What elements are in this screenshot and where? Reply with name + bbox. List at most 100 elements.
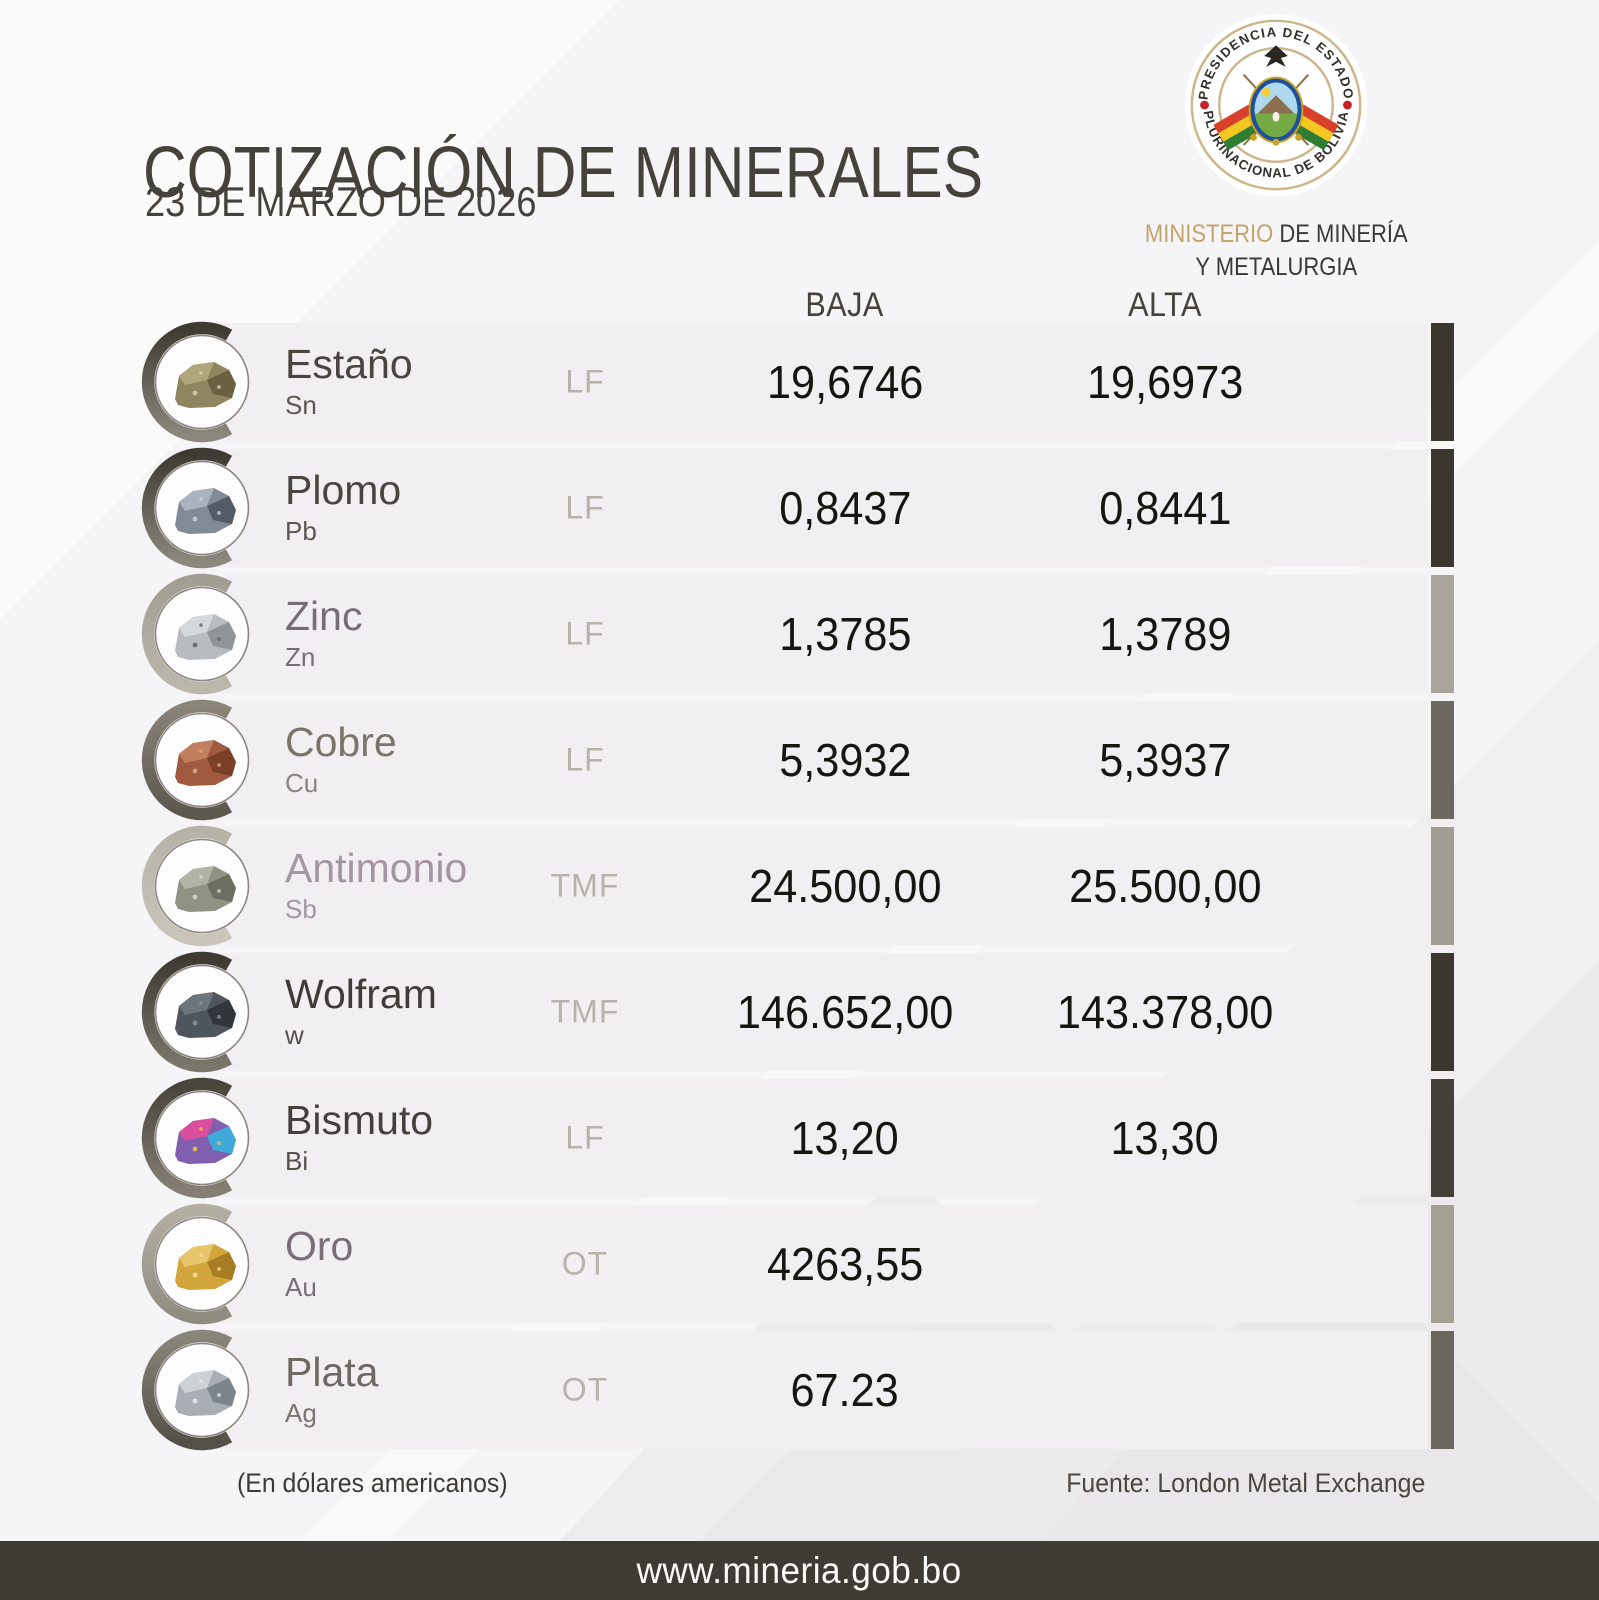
row-background <box>208 449 1428 567</box>
mineral-name: Plomo <box>285 466 402 513</box>
mineral-row: Zinc Zn LF 1,3785 1,3789 <box>141 573 1454 695</box>
badge-ring-arc <box>141 1329 233 1451</box>
row-background <box>208 1205 1428 1323</box>
low-value: 67.23 <box>790 1364 900 1416</box>
badge-ring-arc <box>141 1203 233 1325</box>
row-accent-bar <box>1431 575 1454 693</box>
row-accent-bar <box>1431 953 1454 1071</box>
bolivia-coat-of-arms <box>1213 45 1339 151</box>
row-background <box>208 701 1428 819</box>
row-background <box>208 1079 1428 1197</box>
unit-label: LF <box>565 615 605 652</box>
mineral-badge <box>141 573 250 695</box>
mineral-name: Antimonio <box>285 844 468 891</box>
row-accent-bar <box>1431 1079 1454 1197</box>
mineral-row: Estaño Sn LF 19,6746 19,6973 <box>141 321 1454 443</box>
mineral-symbol: Zn <box>285 642 316 673</box>
ministry-name: MINISTERIO DE MINERÍA Y METALURGIA <box>1126 218 1426 283</box>
mineral-rock-illustration <box>175 1118 236 1164</box>
badge-ring-arc <box>141 699 233 821</box>
mineral-symbol: w <box>285 1020 304 1051</box>
unit-label: TMF <box>550 867 620 904</box>
mineral-row: Oro Au OT 4263,55 <box>141 1203 1454 1325</box>
mineral-badge <box>141 1203 250 1325</box>
row-background <box>208 827 1428 945</box>
mineral-row: Antimonio Sb TMF 24.500,00 25.500,00 <box>141 825 1454 947</box>
mineral-name-block: Plata Ag <box>285 1348 379 1429</box>
mineral-name: Cobre <box>285 718 397 765</box>
low-value: 24.500,00 <box>748 860 942 912</box>
mineral-badge <box>141 321 250 443</box>
badge-ring-arc <box>141 447 233 569</box>
badge-ring-arc <box>141 573 233 695</box>
mineral-rock-illustration <box>175 992 236 1038</box>
mineral-name-block: Wolfram w <box>285 972 437 1051</box>
badge-ring-arc <box>141 1077 233 1199</box>
row-background <box>208 323 1428 441</box>
low-value: 5,3932 <box>778 734 912 786</box>
unit-label: OT <box>561 1371 609 1408</box>
badge-ring-arc <box>141 825 233 947</box>
mineral-name: Zinc <box>285 592 363 639</box>
low-value: 1,3785 <box>778 608 912 660</box>
report-date: 23 DE MARZO DE 2026 <box>145 178 537 225</box>
mineral-table: Estaño Sn LF 19,6746 19,6973 Plomo Pb LF… <box>141 321 1454 1457</box>
unit-label: OT <box>561 1245 609 1282</box>
unit-label: LF <box>565 363 605 400</box>
currency-note: (En dólares americanos) <box>237 1468 508 1498</box>
row-accent-bar <box>1431 1331 1454 1449</box>
website-url: www.mineria.gob.bo <box>636 1549 963 1591</box>
high-value: 0,8441 <box>1098 482 1232 534</box>
mineral-rock-illustration <box>175 866 236 912</box>
mineral-symbol: Au <box>285 1272 317 1303</box>
mineral-rock-illustration <box>175 1244 236 1290</box>
unit-label: TMF <box>550 993 620 1030</box>
low-value: 13,20 <box>790 1112 900 1164</box>
high-value: 5,3937 <box>1098 734 1232 786</box>
high-value <box>995 1237 1335 1291</box>
ministry-name-rest: DE MINERÍA <box>1272 220 1408 248</box>
mineral-symbol: Cu <box>285 768 319 799</box>
row-accent-bar <box>1431 827 1454 945</box>
mineral-row: Wolfram w TMF 146.652,00 143.378,00 <box>141 951 1454 1073</box>
low-value: 4263,55 <box>766 1238 924 1290</box>
bolivia-state-seal: PRESIDENCIA DEL ESTADO PLURINACIONAL DE … <box>1184 13 1368 197</box>
mineral-badge <box>141 825 250 947</box>
mineral-badge <box>141 951 250 1073</box>
mineral-symbol: Sn <box>285 390 317 421</box>
mineral-name-block: Bismuto Bi <box>285 1098 433 1177</box>
mineral-rock-illustration <box>175 740 236 786</box>
high-value: 25.500,00 <box>1068 860 1262 912</box>
low-value: 19,6746 <box>766 356 924 408</box>
high-value: 13,30 <box>1110 1112 1220 1164</box>
column-header-low: BAJA <box>805 286 885 324</box>
ministry-name-highlight: MINISTERIO <box>1144 220 1273 248</box>
mineral-row: Cobre Cu LF 5,3932 5,3937 <box>141 699 1454 821</box>
mineral-symbol: Bi <box>285 1146 309 1177</box>
row-accent-bar <box>1431 323 1454 441</box>
mineral-name-block: Oro Au <box>285 1224 353 1303</box>
high-value: 19,6973 <box>1086 356 1244 408</box>
unit-label: LF <box>565 489 605 526</box>
column-header-high: ALTA <box>1128 286 1202 324</box>
low-value: 0,8437 <box>778 482 912 534</box>
badge-ring-arc <box>141 951 233 1073</box>
page-title: COTIZACIÓN DE MINERALES <box>143 133 984 214</box>
unit-label: LF <box>565 741 605 778</box>
mineral-row: Plomo Pb LF 0,8437 0,8441 <box>141 447 1454 569</box>
mineral-symbol: Pb <box>285 516 317 547</box>
mineral-badge <box>141 699 250 821</box>
mineral-name-block: Antimonio Sb <box>285 844 468 925</box>
mineral-rock-illustration <box>175 488 236 534</box>
mineral-row: Bismuto Bi LF 13,20 13,30 <box>141 1077 1454 1199</box>
mineral-rock-illustration <box>175 614 236 660</box>
mineral-name-block: Estaño Sn <box>285 342 413 421</box>
mineral-name: Plata <box>285 1348 379 1395</box>
high-value <box>995 1363 1335 1417</box>
mineral-rock-illustration <box>175 1370 236 1416</box>
mineral-badge <box>141 447 250 569</box>
row-background <box>208 1331 1428 1449</box>
mineral-symbol: Ag <box>285 1398 317 1429</box>
mineral-badge <box>141 1329 250 1451</box>
